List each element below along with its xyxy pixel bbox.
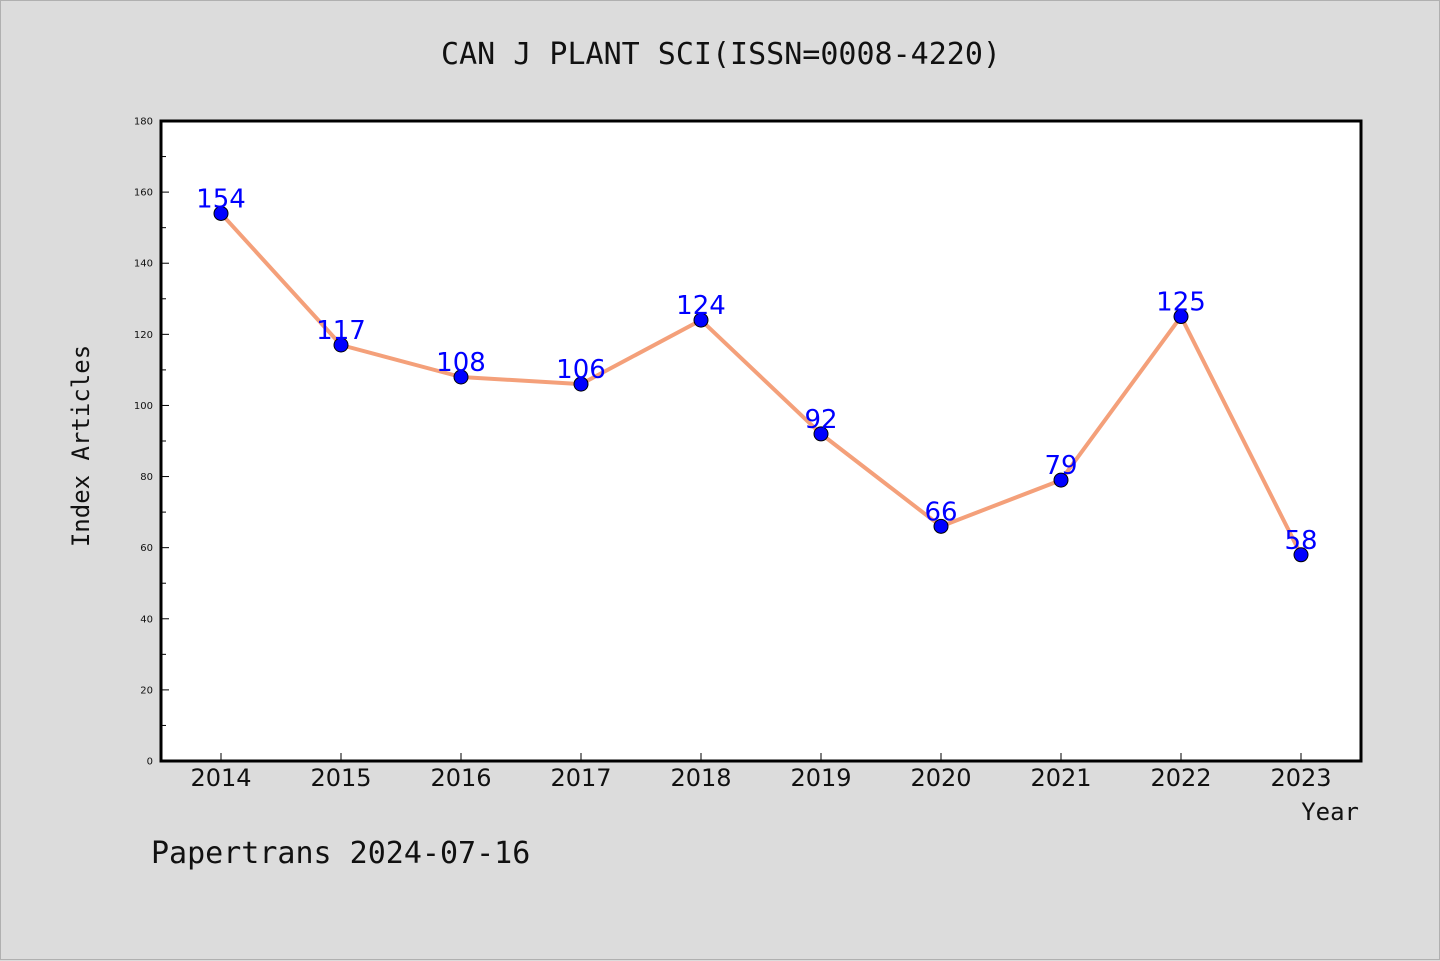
- chart-title: CAN J PLANT SCI(ISSN=0008-4220): [441, 37, 1001, 72]
- x-tick-label: 2014: [190, 764, 251, 792]
- data-point: [933, 518, 949, 534]
- y-tick-label: 60: [140, 543, 153, 554]
- y-tick-label: 40: [140, 614, 153, 625]
- data-point: [1053, 472, 1069, 488]
- y-tick-label: 160: [134, 188, 153, 199]
- data-label: 58: [1284, 526, 1317, 556]
- x-tick-label: 2018: [670, 764, 731, 792]
- x-tick-label: 2015: [310, 764, 371, 792]
- y-tick-label: 20: [140, 685, 153, 696]
- data-label: 106: [556, 355, 606, 385]
- x-tick-label: 2019: [790, 764, 851, 792]
- data-point: [213, 205, 229, 221]
- data-point: [1293, 547, 1309, 563]
- footer-text: Papertrans 2024-07-16: [151, 836, 531, 871]
- data-label: 66: [924, 497, 957, 527]
- data-point: [333, 337, 349, 353]
- x-tick-label: 2023: [1270, 764, 1331, 792]
- x-tick-label: 2021: [1030, 764, 1091, 792]
- data-point: [453, 369, 469, 385]
- y-tick-label: 180: [134, 117, 153, 128]
- data-label: 154: [196, 184, 246, 214]
- data-point: [693, 312, 709, 328]
- data-point: [573, 376, 589, 392]
- data-label: 79: [1044, 451, 1077, 481]
- data-label: 108: [436, 348, 486, 378]
- data-label: 124: [676, 291, 726, 321]
- y-tick-label: 120: [134, 330, 153, 341]
- plot-area: [159, 119, 1363, 763]
- y-tick-label: 80: [140, 472, 153, 483]
- x-tick-label: 2020: [910, 764, 971, 792]
- x-tick-label: 2022: [1150, 764, 1211, 792]
- data-label: 92: [804, 405, 837, 435]
- data-point: [813, 426, 829, 442]
- data-label: 125: [1156, 288, 1206, 318]
- x-tick-label: 2016: [430, 764, 491, 792]
- data-point: [1173, 309, 1189, 325]
- x-axis-label: Year: [1301, 798, 1359, 826]
- y-tick-label: 140: [134, 259, 153, 270]
- data-label: 117: [316, 316, 366, 346]
- y-tick-label: 100: [134, 401, 153, 412]
- y-tick-label: 0: [147, 757, 153, 768]
- x-tick-label: 2017: [550, 764, 611, 792]
- series-line: [219, 212, 1303, 556]
